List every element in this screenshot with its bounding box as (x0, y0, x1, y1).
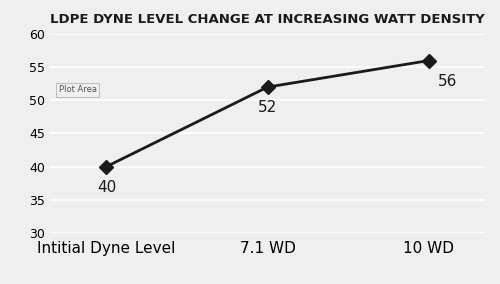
Text: Plot Area: Plot Area (58, 85, 96, 94)
Text: 56: 56 (438, 74, 458, 89)
Text: 40: 40 (97, 180, 116, 195)
Text: 52: 52 (258, 100, 277, 115)
Title: LDPE DYNE LEVEL CHANGE AT INCREASING WATT DENSITY: LDPE DYNE LEVEL CHANGE AT INCREASING WAT… (50, 13, 485, 26)
